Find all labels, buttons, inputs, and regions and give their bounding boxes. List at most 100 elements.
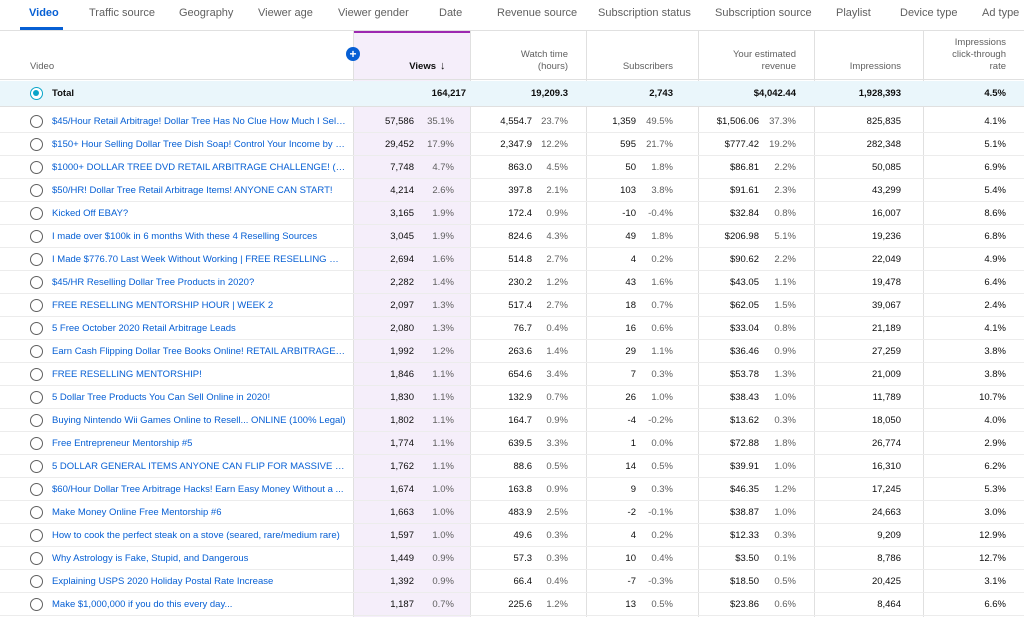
video-title-link[interactable]: FREE RESELLING MENTORSHIP! [52,369,202,380]
row-radio[interactable] [30,483,43,496]
video-title-link[interactable]: $1000+ DOLLAR TREE DVD RETAIL ARBITRAGE … [52,162,346,173]
row-radio[interactable] [30,161,43,174]
video-title-link[interactable]: $50/HR! Dollar Tree Retail Arbitrage Ite… [52,185,333,196]
video-title-link[interactable]: Make $1,000,000 if you do this every day… [52,599,233,610]
cell-views: 1,663 [390,507,414,518]
row-radio[interactable] [30,391,43,404]
header-impressions[interactable]: Impressions [849,61,901,72]
video-title-link[interactable]: 5 DOLLAR GENERAL ITEMS ANYONE CAN FLIP F… [52,461,346,472]
table-row[interactable]: Make Money Online Free Mentorship #6 1,66… [0,501,1024,524]
row-radio[interactable] [30,552,43,565]
video-title-link[interactable]: I Made $776.70 Last Week Without Working… [52,254,346,265]
video-title-link[interactable]: $45/HR Reselling Dollar Tree Products in… [52,277,255,288]
video-title-link[interactable]: How to cook the perfect steak on a stove… [52,530,340,541]
table-row[interactable]: Kicked Off EBAY? 3,165 1.9% 172.4 0.9% -10 -0.… [0,202,1024,225]
video-title-link[interactable]: Earn Cash Flipping Dollar Tree Books Onl… [52,346,346,357]
video-title-link[interactable]: Free Entrepreneur Mentorship #5 [52,438,193,449]
table-row[interactable]: $45/Hour Retail Arbitrage! Dollar Tree H… [0,110,1024,133]
header-ctr-3[interactable]: rate [989,61,1006,72]
row-radio[interactable] [30,368,43,381]
row-radio[interactable] [30,506,43,519]
cell-watch-pct: 0.4% [546,576,568,587]
tab-device-type[interactable]: Device type [900,7,958,19]
row-radio[interactable] [30,184,43,197]
table-row[interactable]: 5 Free October 2020 Retail Arbitrage Lea… [0,317,1024,340]
row-radio[interactable] [30,598,43,611]
table-row[interactable]: $45/HR Reselling Dollar Tree Products in… [0,271,1024,294]
tab-traffic-source[interactable]: Traffic source [89,7,156,19]
table-row[interactable]: $150+ Hour Selling Dollar Tree Dish Soap… [0,133,1024,156]
table-row[interactable]: I made over $100k in 6 months With these… [0,225,1024,248]
row-radio[interactable] [30,460,43,473]
table-row[interactable]: $1000+ DOLLAR TREE DVD RETAIL ARBITRAGE … [0,156,1024,179]
row-radio[interactable] [30,230,43,243]
video-title-link[interactable]: Buying Nintendo Wii Games Online to Rese… [52,415,346,426]
tab-revenue-source[interactable]: Revenue source [497,7,578,19]
table-row[interactable]: FREE RESELLING MENTORSHIP! 1,846 1.1% 654.6… [0,363,1024,386]
header-revenue-2[interactable]: revenue [761,61,796,72]
video-title-link[interactable]: Why Astrology is Fake, Stupid, and Dange… [52,553,249,564]
row-radio[interactable] [30,207,43,220]
video-title-link[interactable]: 5 Free October 2020 Retail Arbitrage Lea… [52,323,236,334]
header-video[interactable]: Video [30,61,55,72]
row-radio[interactable] [30,115,43,128]
tab-date[interactable]: Date [439,7,463,19]
table-header: Video Views ↓ Watch time (hours) Subscri… [0,31,1024,80]
table-row[interactable]: Free Entrepreneur Mentorship #5 1,774 1.1%… [0,432,1024,455]
sort-arrow-down-icon[interactable]: ↓ [440,60,446,72]
table-row[interactable]: Make $1,000,000 if you do this every day… [0,593,1024,616]
header-watch-time[interactable]: Watch time [520,49,568,60]
row-radio[interactable] [30,299,43,312]
header-revenue[interactable]: Your estimated [732,49,796,60]
video-title-link[interactable]: Explaining USPS 2020 Holiday Postal Rate… [52,576,274,587]
video-title-link[interactable]: 5 Dollar Tree Products You Can Sell Onli… [52,392,271,403]
table-row[interactable]: 5 Dollar Tree Products You Can Sell Onli… [0,386,1024,409]
add-metric-button[interactable]: + [346,47,360,61]
tab-viewer-age[interactable]: Viewer age [258,7,313,19]
row-radio[interactable] [30,276,43,289]
table-row[interactable]: Why Astrology is Fake, Stupid, and Dange… [0,547,1024,570]
video-title-link[interactable]: Make Money Online Free Mentorship #6 [52,507,222,518]
video-title-link[interactable]: $60/Hour Dollar Tree Arbitrage Hacks! Ea… [52,484,344,495]
header-ctr-2[interactable]: click-through [952,49,1006,60]
video-title-link[interactable]: I made over $100k in 6 months With these… [52,231,318,242]
table-row[interactable]: Buying Nintendo Wii Games Online to Rese… [0,409,1024,432]
cell-watch: 76.7 [513,323,533,334]
table-row[interactable]: $50/HR! Dollar Tree Retail Arbitrage Ite… [0,179,1024,202]
table-row[interactable]: Earn Cash Flipping Dollar Tree Books Onl… [0,340,1024,363]
tab-ad-type[interactable]: Ad type [982,7,1020,19]
total-row[interactable]: Total 164,217 19,209.3 2,743 $4,042.44 1… [0,81,1024,107]
tab-subscription-status[interactable]: Subscription status [598,7,691,19]
row-radio[interactable] [30,322,43,335]
row-radio[interactable] [30,253,43,266]
video-title-link[interactable]: $150+ Hour Selling Dollar Tree Dish Soap… [52,139,346,150]
table-row[interactable]: Explaining USPS 2020 Holiday Postal Rate… [0,570,1024,593]
tab-viewer-gender[interactable]: Viewer gender [338,7,409,19]
row-radio[interactable] [30,138,43,151]
video-title-link[interactable]: Kicked Off EBAY? [52,208,129,219]
table-row[interactable]: How to cook the perfect steak on a stove… [0,524,1024,547]
header-ctr[interactable]: Impressions [954,37,1006,48]
row-radio[interactable] [30,575,43,588]
cell-views-pct: 0.9% [432,553,454,564]
header-views[interactable]: Views [409,61,436,72]
cell-subs: 1,359 [612,116,636,127]
table-row[interactable]: $60/Hour Dollar Tree Arbitrage Hacks! Ea… [0,478,1024,501]
table-row[interactable]: FREE RESELLING MENTORSHIP HOUR | WEEK 2 2… [0,294,1024,317]
cell-views-pct: 1.6% [432,254,454,265]
row-radio[interactable] [30,414,43,427]
tab-geography[interactable]: Geography [179,7,234,19]
tab-video[interactable]: Video [29,7,59,19]
table-row[interactable]: 5 DOLLAR GENERAL ITEMS ANYONE CAN FLIP F… [0,455,1024,478]
row-radio[interactable] [30,345,43,358]
row-radio[interactable] [30,529,43,542]
row-radio[interactable] [30,437,43,450]
tab-subscription-source[interactable]: Subscription source [715,7,812,19]
table-row[interactable]: I Made $776.70 Last Week Without Working… [0,248,1024,271]
tab-playlist[interactable]: Playlist [836,7,871,19]
total-radio[interactable] [30,87,43,100]
video-title-link[interactable]: FREE RESELLING MENTORSHIP HOUR | WEEK 2 [52,300,274,311]
header-subscribers[interactable]: Subscribers [622,61,673,72]
header-watch-time-unit[interactable]: (hours) [537,61,568,72]
video-title-link[interactable]: $45/Hour Retail Arbitrage! Dollar Tree H… [52,116,346,127]
